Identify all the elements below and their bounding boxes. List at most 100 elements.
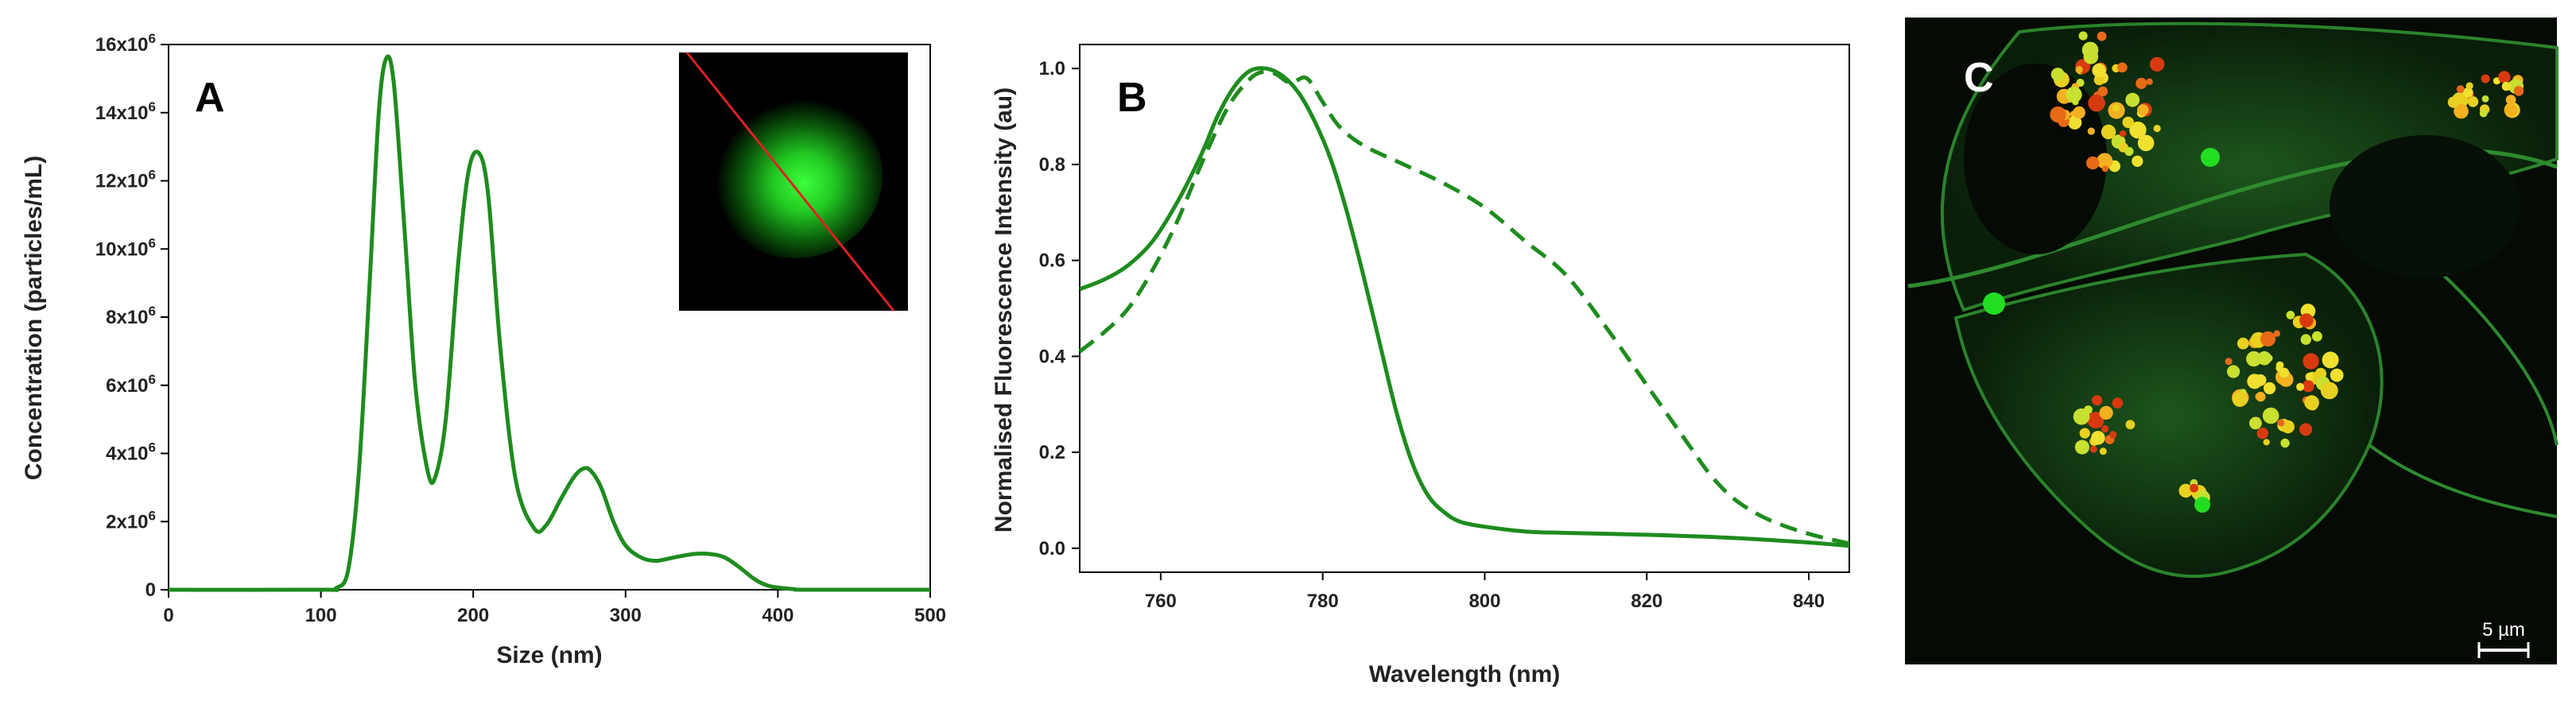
panel-a-ytick-label: 8x106 <box>106 304 156 328</box>
panel-a-xtick-label: 500 <box>914 605 946 626</box>
particle-dot <box>2178 483 2193 498</box>
panel-a-inset-image <box>679 52 908 312</box>
cell-membrane-edge <box>1907 148 2558 289</box>
panel-a-ytick-label: 10x106 <box>95 235 156 260</box>
panel-a-chart: A 0 2x106 4x106 6x106 8x106 10x106 12x106 14x10… <box>21 31 946 668</box>
particle-dot <box>2092 395 2102 406</box>
particle-dot <box>2125 92 2140 107</box>
particle-dot <box>2320 381 2338 400</box>
panel-b-ytick-label: 0.2 <box>1039 442 1065 463</box>
inset-particle-spot <box>708 91 883 258</box>
particle-dot <box>2225 358 2233 366</box>
particle-dot <box>2311 331 2322 342</box>
panel-b-letter: B <box>1117 75 1147 121</box>
panel-b-xtick-label: 820 <box>1631 591 1662 612</box>
particle-dot <box>2467 96 2479 107</box>
particle-dot <box>2479 109 2488 118</box>
scale-bar: 5 µm <box>2477 619 2530 658</box>
particle-dot <box>2125 420 2136 430</box>
particle-dot <box>2124 146 2134 157</box>
particle-dot <box>2456 85 2465 94</box>
particle-dot <box>2256 391 2266 402</box>
particle-dot <box>2101 165 2109 172</box>
particle-dot <box>2237 337 2249 350</box>
panel-b-ytick-label: 0.0 <box>1039 538 1065 560</box>
particle-dot <box>2153 125 2161 133</box>
panel-b-ytick-label: 0.4 <box>1039 346 1066 367</box>
panel-c-letter: C <box>1964 55 1994 101</box>
panel-b-xlabel: Wavelength (nm) <box>1369 661 1561 687</box>
particle-dot <box>2087 412 2105 429</box>
particle-dot <box>2505 95 2516 105</box>
particle-dot <box>2150 56 2165 72</box>
particle-dot <box>2201 148 2220 167</box>
particle-dot <box>2097 31 2107 41</box>
particle-dot <box>2462 87 2473 98</box>
particle-dot <box>2137 104 2149 116</box>
panel-a-xtick-label: 200 <box>457 605 489 626</box>
panel-b-series-dashed <box>1078 69 1850 546</box>
particle-dot <box>2194 497 2210 513</box>
particle-dot <box>2279 367 2290 378</box>
particle-dot <box>2091 431 2105 445</box>
nucleus-dark-right <box>2330 135 2520 278</box>
panel-b-ytick-label: 0.8 <box>1039 154 1065 176</box>
particle-dot <box>2275 361 2284 370</box>
panel-b-xtick-label: 800 <box>1468 591 1500 612</box>
particle-dot <box>2087 127 2095 135</box>
particle-dot <box>2504 103 2518 118</box>
particle-dot <box>2286 311 2295 320</box>
particle-dot <box>2137 134 2155 152</box>
particle-dot <box>2263 439 2270 446</box>
scale-bar-label: 5 µm <box>2482 619 2525 641</box>
panel-b-plot-frame <box>1079 44 1850 573</box>
panel-b-xtick-label: 840 <box>1793 591 1825 612</box>
panel-a-xtick-label: 300 <box>610 605 642 626</box>
particle-dot <box>2232 392 2248 407</box>
particle-dot <box>2454 103 2469 119</box>
particle-dot <box>2299 313 2314 327</box>
particle-dot <box>2075 66 2083 74</box>
nucleus-dark-upper <box>1964 64 2107 254</box>
panel-a-ytick-label: 12x106 <box>95 168 156 192</box>
panel-a-ytick-label: 16x106 <box>95 31 156 56</box>
particle-dot <box>2079 428 2090 439</box>
panel-b-ytick-label: 0.6 <box>1039 250 1065 272</box>
particle-dot <box>2050 106 2066 123</box>
particle-dot <box>2481 74 2490 83</box>
panel-a-ylabel: Concentration (particles/mL) <box>21 156 47 480</box>
cell-membrane-bottom <box>2368 443 2558 518</box>
panel-b-xtick-label: 760 <box>1145 591 1177 612</box>
particle-dot <box>2083 49 2099 64</box>
panel-a-letter: A <box>195 75 225 121</box>
particle-dot <box>2260 331 2276 347</box>
particle-dot <box>2256 428 2268 440</box>
particle-dot <box>2093 74 2105 86</box>
particle-dot <box>2078 31 2088 41</box>
particle-dot <box>2299 423 2313 436</box>
particle-dot <box>2501 81 2512 91</box>
panel-c-micrograph: C 5 µm <box>1905 17 2559 664</box>
particle-dot <box>2190 483 2199 493</box>
particle-dot <box>2109 431 2117 439</box>
particle-dot <box>2273 330 2280 337</box>
panel-a-series-line <box>168 54 931 592</box>
particle-dot <box>2329 355 2338 365</box>
particle-dot <box>2481 95 2489 103</box>
particle-dot <box>2136 77 2147 90</box>
particle-dot <box>2330 368 2344 382</box>
particle-dot <box>2066 86 2082 103</box>
particle-dot <box>2073 106 2085 119</box>
particle-dot <box>2280 438 2290 448</box>
particle-dot <box>2086 156 2100 170</box>
particle-dot <box>2101 124 2116 140</box>
panel-a-ytick-label: 2x106 <box>106 508 156 533</box>
particle-dot <box>2447 96 2459 108</box>
particle-dot <box>2067 115 2082 130</box>
particle-dot <box>2088 94 2105 112</box>
particle-dot <box>2300 334 2311 345</box>
particle-dot <box>2132 155 2143 167</box>
particle-dot <box>2302 353 2319 370</box>
particle-dot <box>2513 86 2524 96</box>
